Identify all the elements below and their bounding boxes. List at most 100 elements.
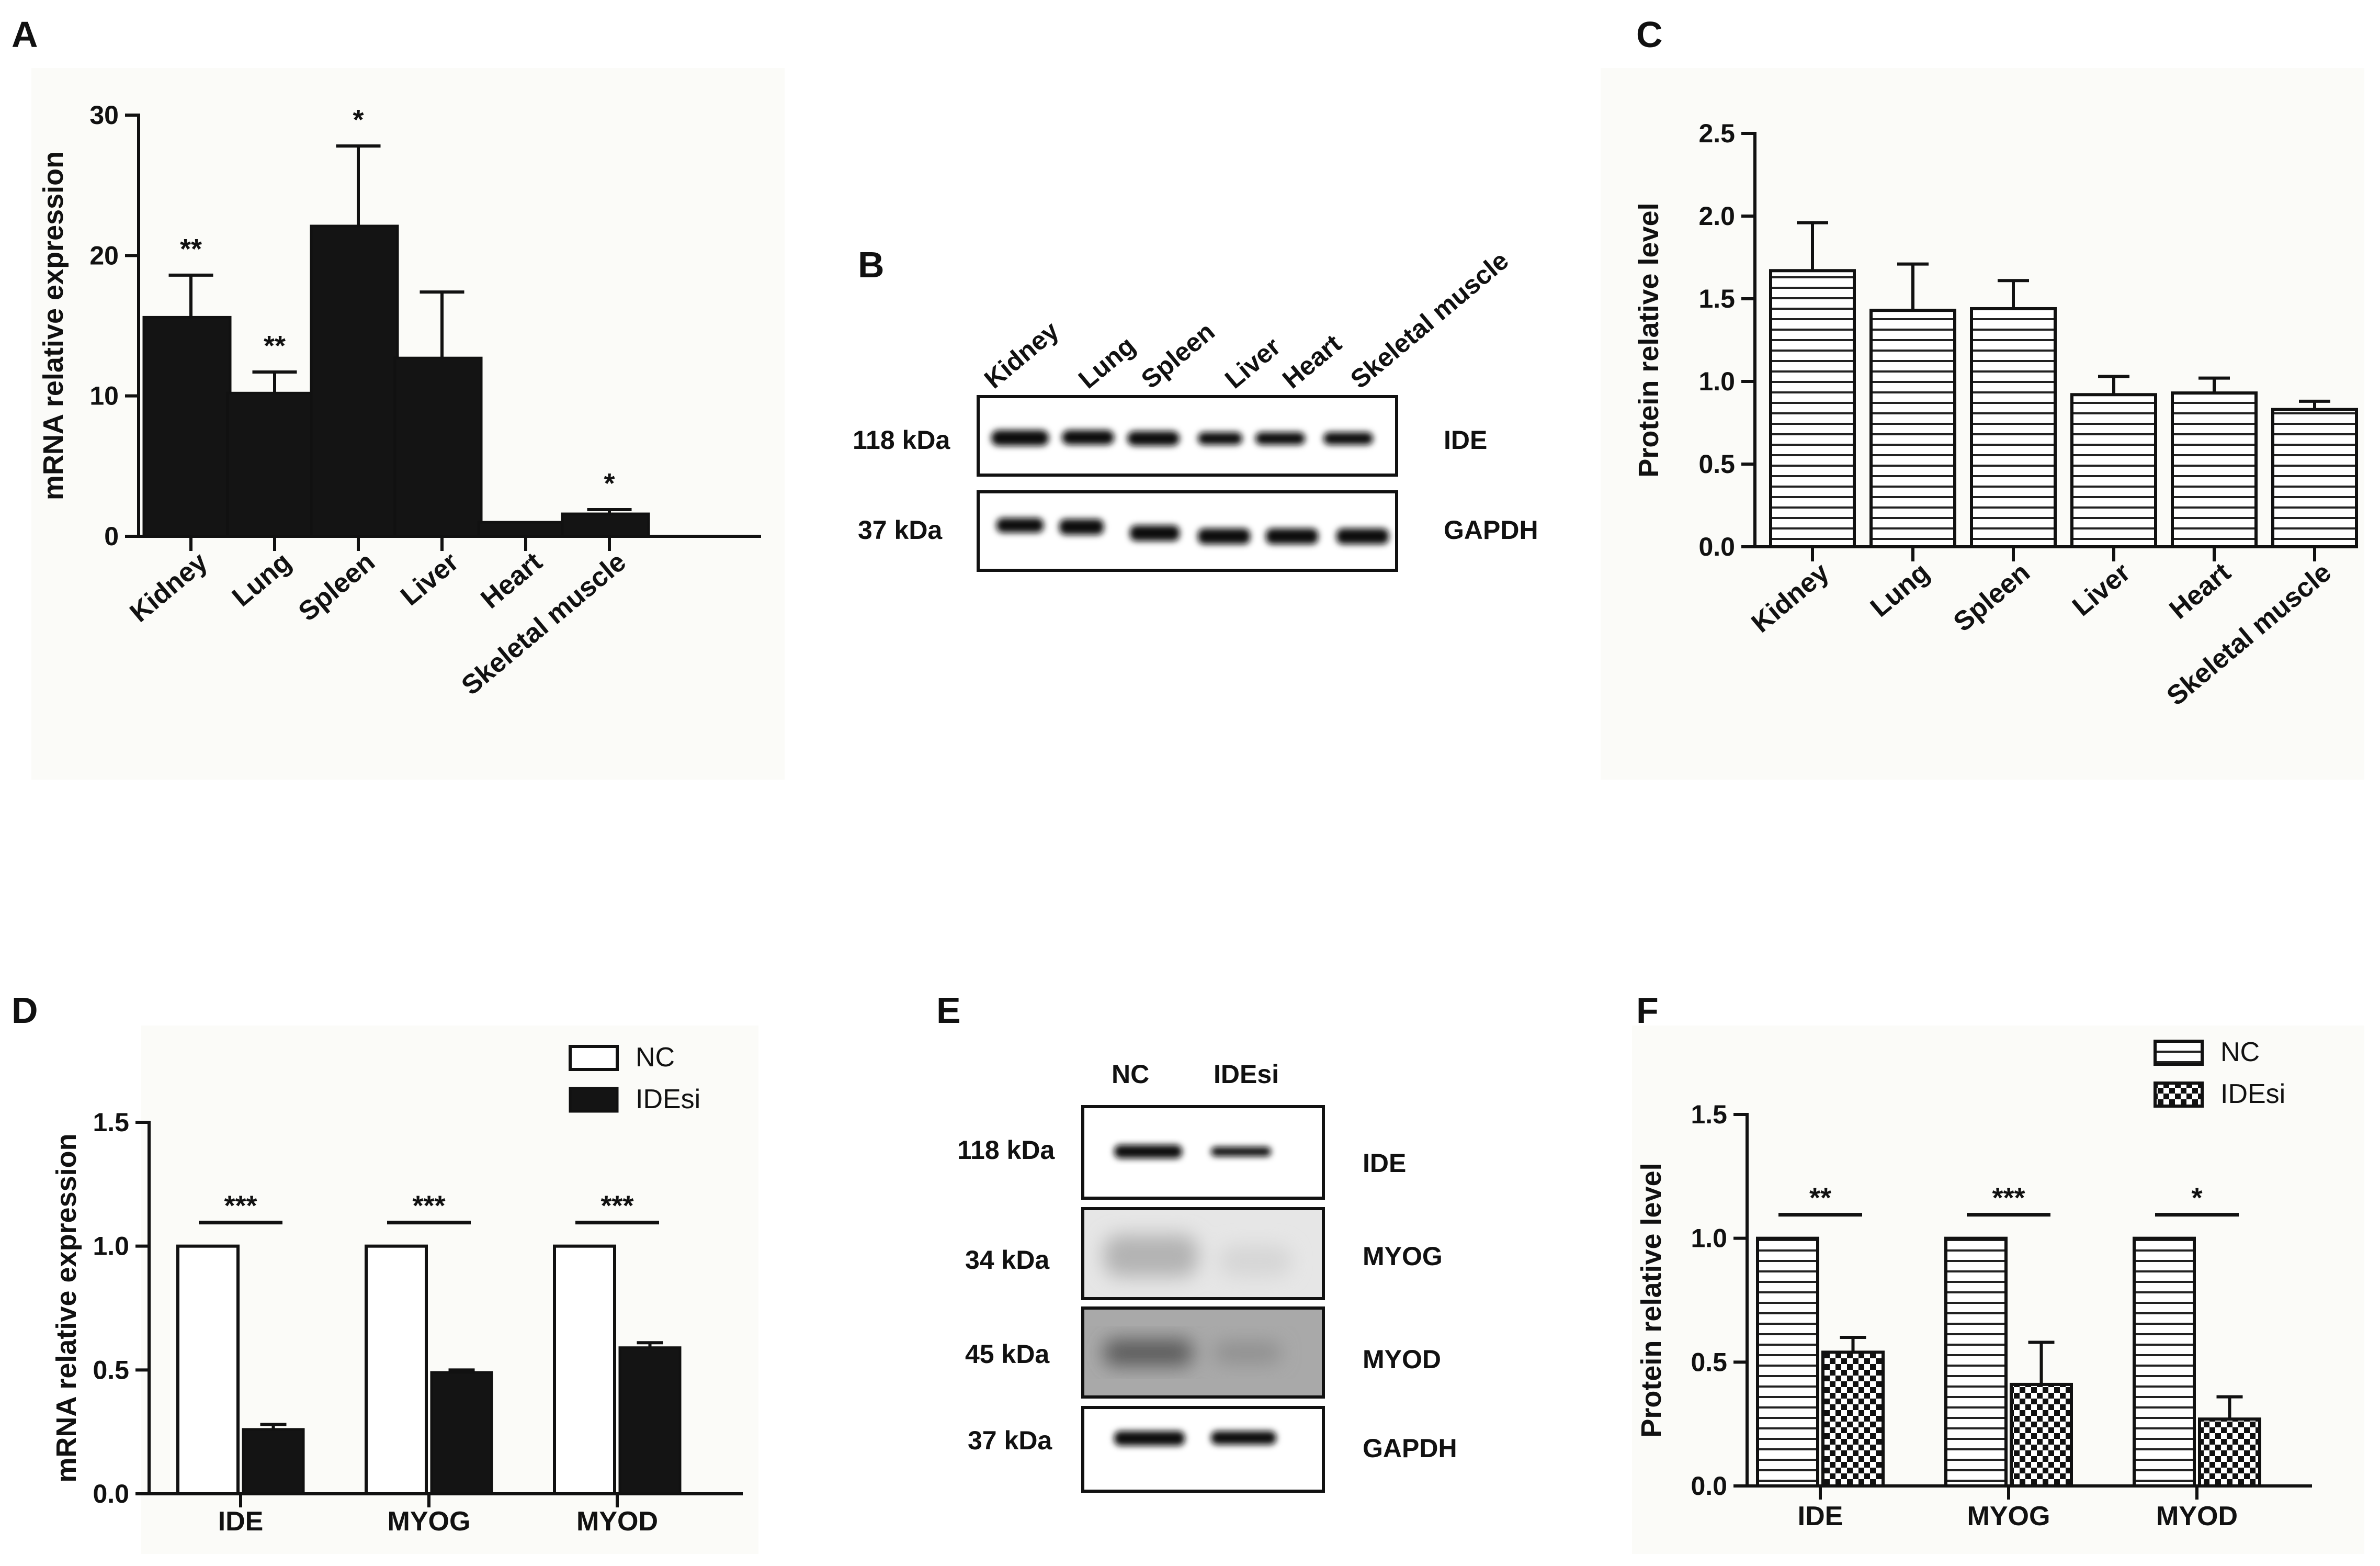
bar-lung	[226, 391, 315, 538]
bar-liver	[393, 356, 483, 538]
x-tick-label: MYOG	[1967, 1501, 2050, 1531]
legend-label-nc: NC	[636, 1042, 675, 1073]
blot-e-protein-ide: IDE	[1363, 1148, 1406, 1178]
legend-swatch-idesi	[569, 1087, 619, 1113]
blot-e-myog-bands	[1104, 1235, 1292, 1277]
bar-idesi-ide	[242, 1428, 305, 1495]
panel-label-c: C	[1636, 14, 1663, 55]
legend-label-nc: NC	[2220, 1037, 2260, 1067]
blot-b-lane-0: Kidney	[979, 316, 1064, 394]
significance-marker: *	[2191, 1182, 2202, 1214]
y-tick-label: 1.0	[1691, 1224, 1727, 1253]
blot-e-protein-gapdh: GAPDH	[1363, 1434, 1457, 1463]
x-tick-label: MYOD	[2156, 1501, 2238, 1531]
blot-b-lane-4: Heart	[1277, 329, 1347, 394]
y-tick-label: 1.5	[93, 1108, 129, 1137]
y-axis-label: Protein relative level	[1633, 202, 1664, 477]
y-tick-label: 0.5	[1698, 449, 1735, 479]
bar-skeletal-muscle	[561, 512, 650, 538]
y-tick-label: 1.0	[93, 1232, 129, 1261]
bar-lung	[1869, 309, 1956, 548]
blot-b-row-gapdh	[977, 490, 1398, 572]
bar-idesi-myog	[2010, 1382, 2073, 1488]
significance-marker: ***	[224, 1190, 257, 1222]
blot-b-lane-5: Skeletal muscle	[1345, 245, 1514, 394]
blot-b-lane-3: Liver	[1219, 332, 1286, 395]
blot-b-ide-bands	[991, 430, 1373, 446]
legend: NC IDEsi	[569, 1042, 700, 1114]
blot-e-gapdh-bands	[1114, 1431, 1276, 1446]
x-tick-label: MYOD	[576, 1506, 658, 1537]
chart-d-mrna-knockdown: 0.0 0.5 1.0 1.5 mRNA relative expression IDE *…	[51, 1042, 743, 1537]
panel-label-b: B	[858, 244, 885, 285]
western-blot-e: NC IDEsi 118 kDa IDE 34 kDa MYOG 45 kDa …	[957, 1060, 1457, 1493]
y-tick-label: 0.0	[93, 1479, 129, 1508]
blot-e-lane-1: IDEsi	[1214, 1060, 1279, 1089]
blot-b-size-ide: 118 kDa	[853, 425, 950, 455]
y-axis-label: Protein relative level	[1636, 1163, 1667, 1437]
blot-b-lane-labels: Kidney Lung Spleen Liver Heart Skeletal …	[979, 245, 1514, 394]
y-tick-label: 30	[89, 100, 119, 130]
chart-f-protein-knockdown: 0.0 0.5 1.0 1.5 Protein relative level IDE ** M…	[1636, 1037, 2312, 1531]
blot-e-size-ide: 118 kDa	[957, 1135, 1055, 1165]
bar-spleen	[310, 224, 399, 538]
blot-e-protein-myog: MYOG	[1363, 1242, 1443, 1271]
panel-label-a: A	[12, 14, 38, 55]
legend-swatch-nc	[569, 1045, 619, 1071]
significance-marker: **	[1809, 1182, 1831, 1214]
panel-label-e: E	[936, 990, 961, 1031]
y-tick-label: 0.5	[93, 1355, 129, 1384]
bar-kidney	[1769, 269, 1856, 548]
bar-nc-ide	[176, 1244, 240, 1496]
bar-nc-myog	[1944, 1236, 2008, 1488]
bar-idesi-myog	[430, 1371, 493, 1495]
y-tick-label: 0.0	[1691, 1471, 1727, 1501]
significance-marker: **	[264, 330, 286, 362]
bar-nc-ide	[1756, 1236, 1819, 1488]
blot-e-ide-bands	[1114, 1145, 1271, 1158]
blot-b-protein-gapdh: GAPDH	[1444, 515, 1538, 545]
y-tick-label: 20	[89, 241, 119, 270]
blot-e-size-gapdh: 37 kDa	[968, 1426, 1052, 1455]
y-tick-label: 1.5	[1698, 284, 1735, 313]
y-tick-label: 1.0	[1698, 367, 1735, 396]
bar-heart	[2171, 391, 2258, 548]
bar-skeletal-muscle	[2271, 408, 2358, 548]
blot-e-protein-myod: MYOD	[1363, 1345, 1441, 1374]
blot-b-gapdh-bands	[996, 518, 1389, 544]
bar-nc-myod	[553, 1244, 616, 1496]
significance-marker: ***	[1992, 1182, 2025, 1214]
blot-e-size-myod: 45 kDa	[965, 1339, 1050, 1369]
y-axis-label: mRNA relative expression	[38, 151, 69, 500]
y-axis-label: mRNA relative expression	[51, 1133, 82, 1482]
significance-marker: ***	[412, 1190, 445, 1222]
legend-label-idesi: IDEsi	[636, 1084, 700, 1114]
blot-e-size-myog: 34 kDa	[965, 1245, 1050, 1275]
panel-label-f: F	[1636, 990, 1659, 1031]
legend-swatch-nc	[2154, 1040, 2204, 1066]
bar-idesi-myod	[2198, 1417, 2261, 1488]
panel-label-d: D	[12, 990, 38, 1031]
x-tick-label: IDE	[1798, 1501, 1843, 1531]
y-tick-label: 0.0	[1698, 532, 1735, 561]
blot-e-myod-bands	[1104, 1339, 1282, 1366]
bar-liver	[2070, 393, 2157, 549]
blot-b-lane-1: Lung	[1073, 331, 1141, 394]
significance-marker: ***	[600, 1190, 633, 1222]
blot-e-row-gapdh	[1081, 1406, 1325, 1493]
blot-b-lane-2: Spleen	[1136, 317, 1220, 394]
bar-kidney	[142, 316, 232, 538]
y-tick-label: 2.0	[1698, 201, 1735, 231]
x-tick-label: MYOG	[388, 1506, 471, 1537]
significance-marker: **	[180, 233, 202, 265]
bar-nc-myod	[2133, 1236, 2196, 1488]
legend-swatch-idesi	[2154, 1081, 2204, 1108]
legend: NC IDEsi	[2154, 1037, 2285, 1109]
y-tick-label: 2.5	[1698, 119, 1735, 148]
y-tick-label: 0.5	[1691, 1347, 1727, 1377]
bar-spleen	[1970, 307, 2057, 549]
significance-marker: *	[353, 104, 364, 136]
bar-nc-myog	[365, 1244, 428, 1496]
